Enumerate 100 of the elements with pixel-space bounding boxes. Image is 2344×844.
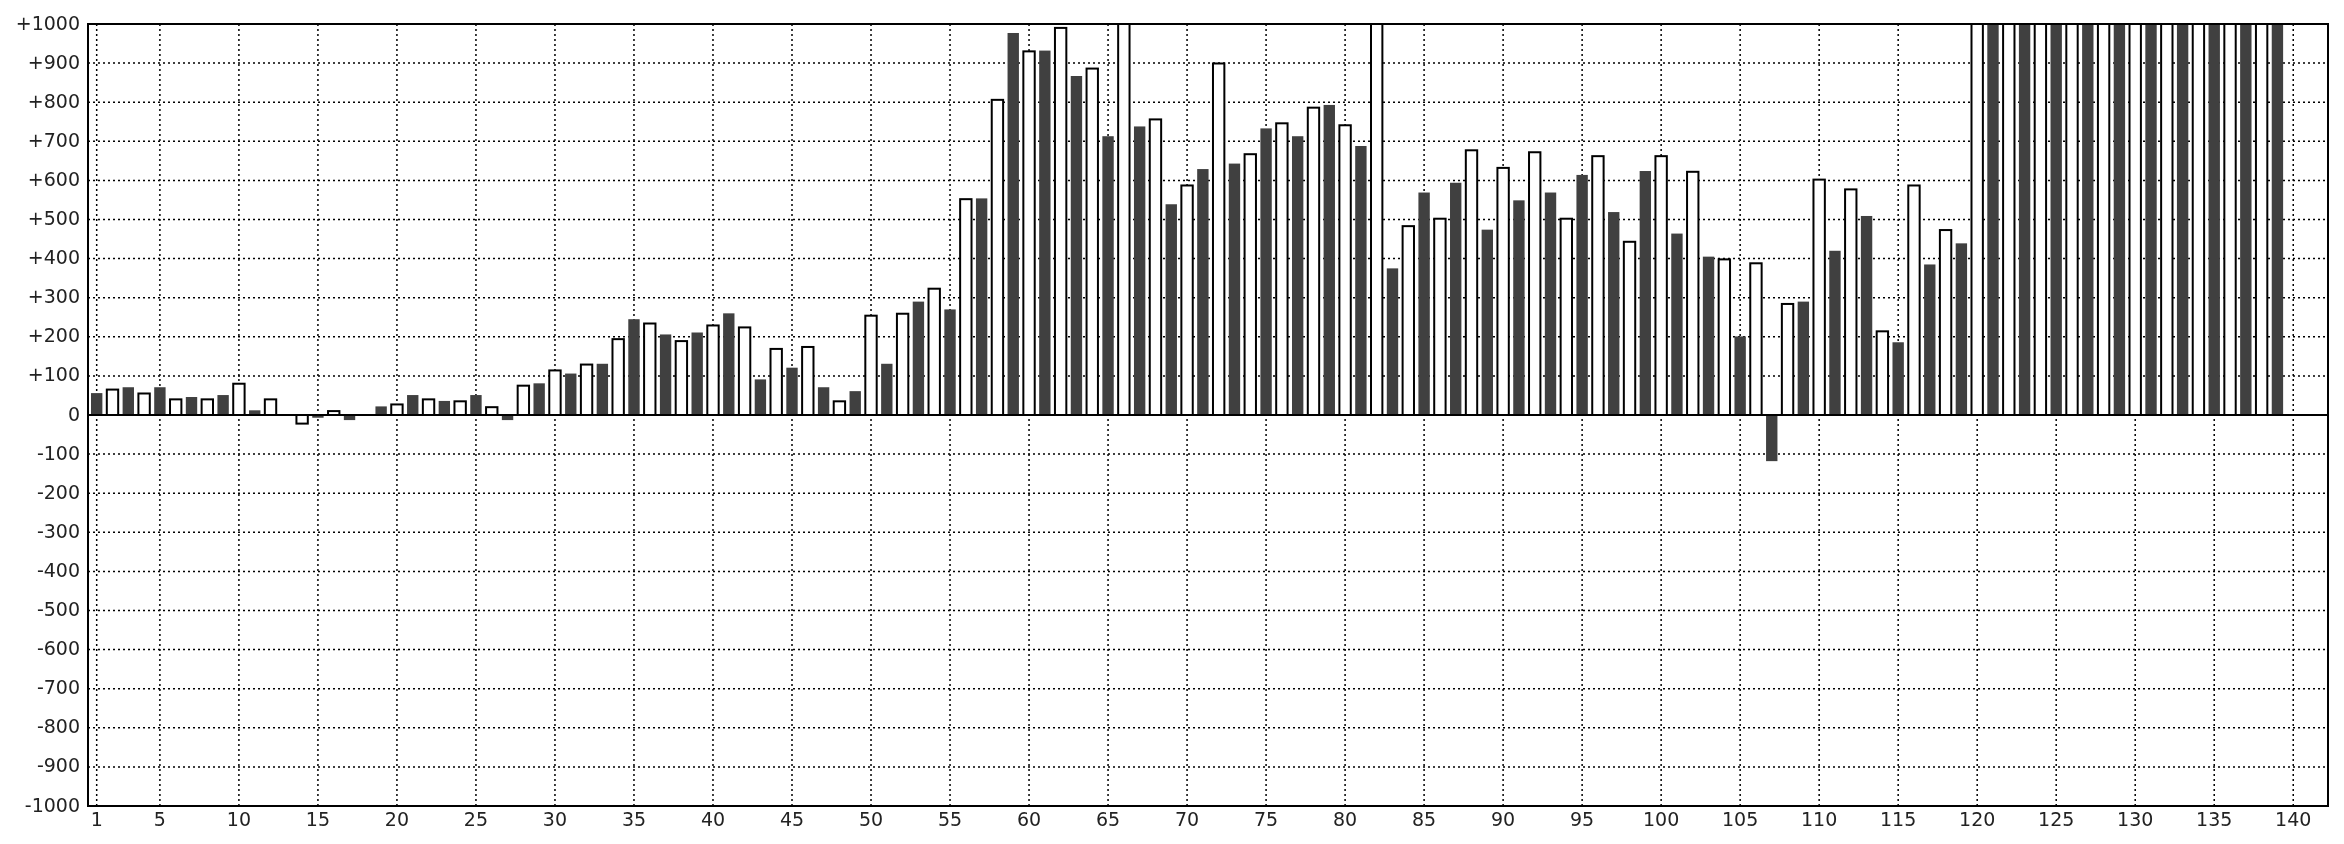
bar [1070, 76, 1083, 415]
bar [185, 397, 198, 415]
x-tick-label: 140 [2275, 808, 2312, 830]
y-tick-label: -700 [36, 676, 80, 699]
bar [975, 198, 988, 415]
bar [754, 379, 767, 415]
bar [1702, 256, 1715, 415]
x-tick-label: 80 [1332, 808, 1358, 830]
y-tick-label: +400 [27, 246, 80, 269]
x-tick-label: 1 [90, 808, 103, 830]
bar [470, 395, 482, 415]
bar [154, 387, 166, 415]
bar [1291, 136, 1304, 415]
bar [91, 393, 103, 415]
bar [2082, 24, 2094, 415]
y-tick-label: -300 [36, 519, 80, 542]
bar [1892, 342, 1904, 415]
bar [2018, 24, 2031, 415]
bar [1323, 104, 1335, 415]
x-tick-label: 45 [779, 808, 805, 830]
x-tick-label: 110 [1801, 808, 1838, 830]
bar [1544, 192, 1557, 415]
bar [1987, 24, 1999, 415]
y-tick-label: -400 [36, 558, 80, 581]
y-tick-label: 0 [67, 402, 80, 425]
x-tick-label: 25 [463, 808, 489, 830]
bar [2240, 24, 2252, 415]
y-tick-label: -800 [36, 715, 80, 738]
x-tick-label: 10 [226, 808, 252, 830]
y-tick-label: -200 [36, 480, 80, 503]
bar [1608, 212, 1620, 415]
bar [628, 319, 640, 415]
bar [881, 363, 893, 415]
bar [1102, 136, 1114, 415]
bar [596, 363, 609, 415]
y-tick-label: +600 [27, 167, 80, 190]
x-tick-label: 120 [1959, 808, 1996, 830]
bar [1734, 336, 1746, 415]
x-tick-label: 5 [153, 808, 166, 830]
y-tick-label: -100 [36, 441, 80, 464]
bar [1797, 301, 1810, 415]
x-tick-label: 20 [384, 808, 410, 830]
bar [533, 383, 545, 415]
bar [122, 387, 134, 415]
bar [1513, 200, 1525, 415]
bar [912, 301, 925, 415]
y-tick-label: +800 [27, 89, 80, 112]
y-tick-label: +500 [27, 207, 80, 229]
bar [1671, 233, 1683, 415]
bar [1197, 169, 1209, 415]
x-tick-label: 85 [1412, 808, 1437, 830]
x-tick-label: 115 [1880, 808, 1917, 830]
bar [1639, 171, 1652, 415]
y-tick-label: +1000 [15, 11, 80, 34]
y-tick-label: +700 [27, 128, 80, 151]
x-tick-label: 70 [1174, 808, 1200, 830]
bar [1418, 192, 1430, 415]
x-tick-label: 60 [1016, 808, 1042, 830]
y-tick-label: +100 [27, 363, 80, 386]
y-tick-label: -900 [36, 754, 80, 777]
x-tick-label: 35 [621, 808, 647, 830]
bar [1133, 126, 1146, 415]
x-tick-label: 105 [1722, 808, 1759, 830]
x-tick-label: 100 [1643, 808, 1680, 830]
bar [1165, 204, 1177, 415]
bar [2050, 24, 2062, 415]
bar [1260, 128, 1272, 415]
bar [1228, 163, 1241, 415]
bar [723, 313, 735, 415]
y-tick-label: +300 [27, 285, 80, 308]
bar [2208, 24, 2220, 415]
y-tick-label: -500 [36, 598, 80, 620]
bar [565, 373, 577, 415]
x-tick-label: 55 [937, 808, 963, 830]
x-tick-label: 40 [700, 808, 726, 830]
bar [786, 367, 798, 415]
bar [2113, 24, 2126, 415]
bar [1955, 243, 1968, 415]
x-tick-label: 50 [858, 808, 884, 830]
y-tick-label: +200 [27, 324, 80, 347]
bar [849, 391, 861, 415]
bar [691, 332, 703, 415]
bar [944, 309, 956, 415]
x-tick-label: 30 [542, 808, 568, 830]
bar [375, 406, 387, 415]
bar [407, 395, 419, 415]
bar [2145, 24, 2157, 415]
bar [659, 334, 672, 415]
bar [1039, 50, 1051, 415]
x-tick-label: 15 [305, 808, 331, 830]
x-tick-label: 90 [1491, 808, 1516, 830]
bar [1450, 182, 1462, 415]
bar [2271, 24, 2284, 415]
bar [1860, 215, 1873, 415]
x-tick-label: 125 [2038, 808, 2075, 830]
bar [1481, 229, 1493, 415]
x-tick-label: 65 [1095, 808, 1121, 830]
bar [1766, 415, 1778, 462]
x-tick-label: 95 [1570, 808, 1595, 830]
bar [1924, 264, 1936, 415]
